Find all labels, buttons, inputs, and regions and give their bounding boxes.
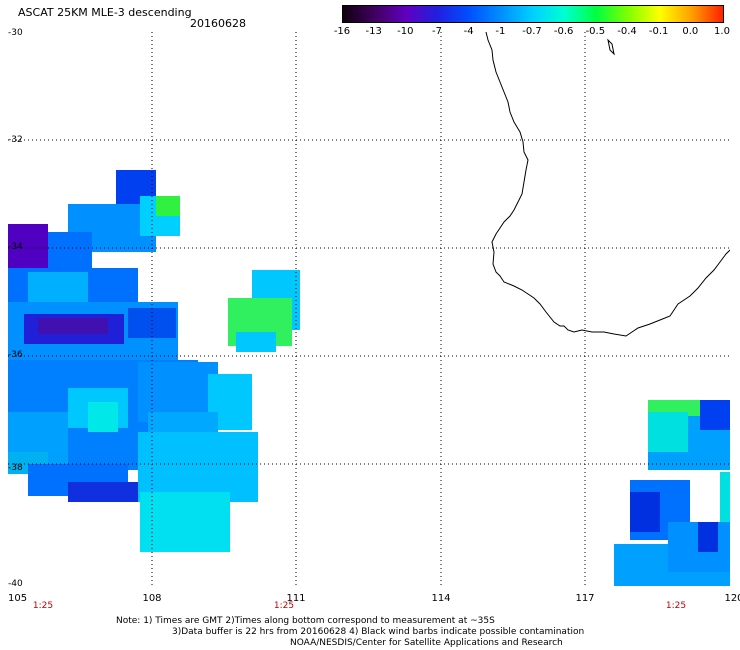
colorbar-tick-label: -0.1 — [648, 26, 669, 37]
note-line-1: Note: 1) Times are GMT 2)Times along bot… — [116, 616, 495, 626]
wind-cell — [38, 318, 108, 334]
map-title: ASCAT 25KM MLE-3 descending — [18, 6, 192, 19]
y-axis-label: -36 — [8, 350, 23, 360]
wind-cell — [698, 522, 718, 552]
wind-cell — [48, 232, 92, 272]
y-axis-label: -34 — [8, 242, 23, 252]
australia-coastline — [485, 32, 730, 337]
y-axis-label: -40 — [8, 579, 23, 589]
wind-cell — [140, 492, 230, 552]
x-axis-label: 111 — [286, 593, 306, 604]
colorbar-tick-label: 0.0 — [682, 26, 699, 37]
x-axis-label: 108 — [142, 593, 162, 604]
time-label: 1:25 — [665, 601, 687, 611]
time-label: 1:25 — [32, 601, 54, 611]
wind-cell — [68, 482, 138, 502]
map-date: 20160628 — [190, 17, 246, 30]
wind-cell — [156, 196, 180, 216]
x-axis-label: 117 — [575, 593, 595, 604]
y-axis-label: -32 — [8, 135, 23, 145]
wind-cell — [236, 332, 276, 352]
y-axis-label: -38 — [8, 463, 23, 473]
wind-cell — [700, 400, 730, 430]
wind-cell — [138, 432, 258, 502]
x-axis-label: 120 — [724, 593, 740, 604]
wind-cell — [720, 472, 730, 522]
map-canvas — [8, 32, 730, 586]
colorbar-tick-label: -0.6 — [553, 26, 574, 37]
wind-cell — [648, 412, 688, 452]
colorbar-tick-label: -0.4 — [617, 26, 637, 37]
colorbar-tick-label: -7 — [432, 26, 442, 37]
colorbar-tick-label: -10 — [397, 26, 414, 37]
colorbar-tick-label: 1.0 — [714, 26, 730, 37]
lat-lon-grid — [8, 32, 730, 586]
colorbar-tick-label: -0.5 — [585, 26, 606, 37]
map-area[interactable] — [8, 32, 730, 586]
wind-cell — [88, 402, 118, 432]
x-axis-label: 105 — [8, 593, 28, 604]
x-axis-label: 114 — [431, 593, 451, 604]
wind-cell — [630, 492, 660, 532]
colorbar-tick-label: -0.7 — [522, 26, 542, 37]
colorbar-tick-label: -16 — [333, 26, 351, 37]
colorbar-tick-label: -4 — [463, 26, 474, 37]
note-line-2: 3)Data buffer is 22 hrs from 20160628 4)… — [172, 627, 585, 637]
colorbar — [342, 5, 724, 23]
time-label: 1:25 — [273, 601, 295, 611]
note-line-3: NOAA/NESDIS/Center for Satellite Applica… — [290, 638, 563, 648]
wind-cell — [8, 224, 48, 268]
wind-swaths — [8, 170, 730, 586]
colorbar-tick-label: -13 — [365, 26, 382, 37]
coast-island — [607, 38, 615, 56]
colorbar-tick-label: -1 — [495, 26, 506, 37]
y-axis-label: -30 — [8, 28, 23, 38]
